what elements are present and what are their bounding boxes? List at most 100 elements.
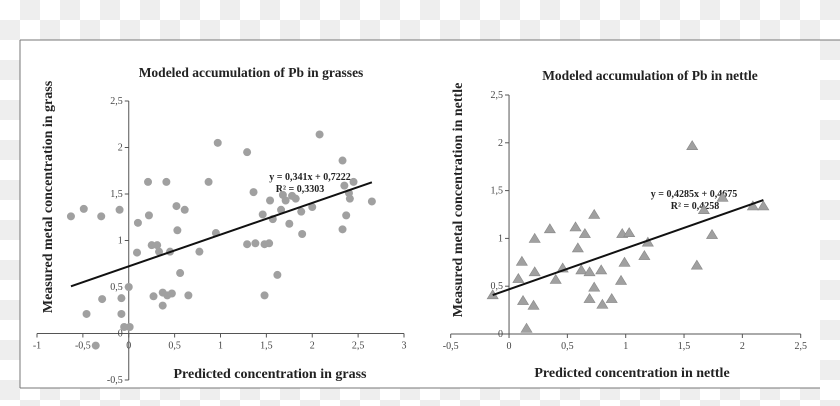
y-tick-label: -0,5: [107, 375, 123, 386]
x-tick-label: 1: [623, 341, 628, 352]
data-point: [249, 188, 258, 197]
data-point: [515, 255, 528, 266]
data-point: [705, 229, 719, 239]
trendline-equation: y = 0,4285x + 0,4675: [651, 189, 737, 200]
chart-nettle: Modeled accumulation of Pb in nettle Pre…: [443, 68, 807, 381]
data-point: [618, 256, 631, 267]
x-tick-label: 1: [218, 341, 223, 352]
data-point: [204, 177, 213, 186]
data-point: [155, 247, 164, 256]
data-point: [133, 218, 142, 227]
data-point: [757, 200, 770, 211]
data-point: [273, 270, 282, 279]
data-point: [149, 292, 158, 301]
x-tick-label: 1,5: [678, 341, 691, 352]
chart-grasses: Modeled accumulation of Pb in grasses Pr…: [33, 65, 407, 386]
y-tick-label: 2: [498, 138, 503, 149]
trendline: [70, 181, 373, 288]
data-point: [575, 264, 588, 275]
y-tick-label: 0,5: [491, 281, 504, 292]
data-point: [345, 194, 354, 203]
data-point: [153, 241, 162, 250]
chart-title: Modeled accumulation of Pb in grasses: [139, 65, 364, 80]
data-point: [167, 289, 176, 298]
y-tick-label: 1,5: [491, 186, 504, 197]
data-point: [243, 148, 252, 157]
data-point: [543, 223, 556, 234]
y-tick-label: 1: [498, 233, 503, 244]
data-point: [528, 232, 541, 243]
data-point: [243, 240, 252, 249]
data-point: [549, 273, 562, 284]
data-point: [260, 291, 269, 300]
trendline: [492, 199, 764, 296]
trendline-equation: y = 0,341x + 0,7222: [269, 172, 350, 183]
data-point: [605, 293, 618, 303]
y-tick-label: 0: [498, 329, 503, 340]
x-tick-label: -0,5: [75, 341, 91, 352]
data-point: [578, 228, 591, 238]
x-tick-label: 0,5: [561, 341, 574, 352]
data-point: [340, 181, 349, 190]
data-point: [315, 130, 324, 139]
data-point: [291, 194, 300, 203]
data-point: [117, 294, 126, 303]
data-point: [115, 205, 124, 214]
data-point: [91, 341, 100, 350]
x-tick-label: 0,5: [168, 341, 181, 352]
data-point: [162, 177, 171, 186]
data-point: [349, 177, 358, 186]
data-point: [527, 299, 540, 310]
data-point: [266, 196, 275, 205]
data-point: [258, 210, 267, 219]
data-point: [120, 322, 129, 331]
data-point: [588, 208, 601, 219]
data-point: [147, 241, 156, 250]
data-point: [569, 221, 582, 232]
data-point: [176, 269, 185, 278]
data-point: [281, 196, 290, 205]
data-point: [184, 291, 193, 300]
data-point: [338, 225, 347, 234]
data-point: [716, 191, 729, 202]
data-point: [571, 242, 584, 253]
data-point: [117, 309, 126, 318]
trendline-r2: R² = 0,3303: [276, 184, 324, 195]
data-point: [82, 309, 91, 318]
data-point: [516, 294, 530, 305]
y-tick-label: 0: [118, 329, 123, 340]
data-point: [686, 140, 699, 150]
data-point: [180, 205, 189, 214]
data-point: [367, 197, 376, 206]
y-tick-label: 2: [118, 143, 123, 154]
data-point: [265, 239, 274, 248]
data-point: [308, 203, 317, 212]
x-tick-label: 2: [740, 341, 745, 352]
data-point: [338, 156, 347, 165]
data-point: [690, 259, 703, 270]
x-tick-label: 2,5: [794, 341, 807, 352]
data-point: [195, 247, 204, 256]
chart-title: Modeled accumulation of Pb in nettle: [542, 68, 758, 83]
figure-panel: [20, 40, 820, 388]
x-tick-label: 0: [126, 341, 131, 352]
x-tick-label: 0: [507, 341, 512, 352]
data-point: [144, 177, 153, 186]
x-tick-label: -0,5: [443, 341, 459, 352]
data-point: [588, 281, 601, 292]
data-point: [277, 205, 286, 214]
data-point: [133, 248, 142, 257]
data-point: [144, 211, 153, 220]
y-tick-label: 1,5: [110, 189, 123, 200]
data-point: [285, 219, 294, 228]
data-point: [298, 229, 307, 238]
data-point: [614, 274, 628, 285]
data-point: [583, 266, 596, 277]
y-tick-label: 1: [118, 236, 123, 247]
y-tick-label: 0,5: [110, 282, 123, 293]
y-axis-label: Measured metal concentration in nettle: [451, 83, 466, 318]
data-point: [638, 250, 651, 260]
data-point: [124, 283, 133, 291]
data-point: [213, 138, 222, 147]
y-tick-label: 2,5: [491, 90, 504, 101]
